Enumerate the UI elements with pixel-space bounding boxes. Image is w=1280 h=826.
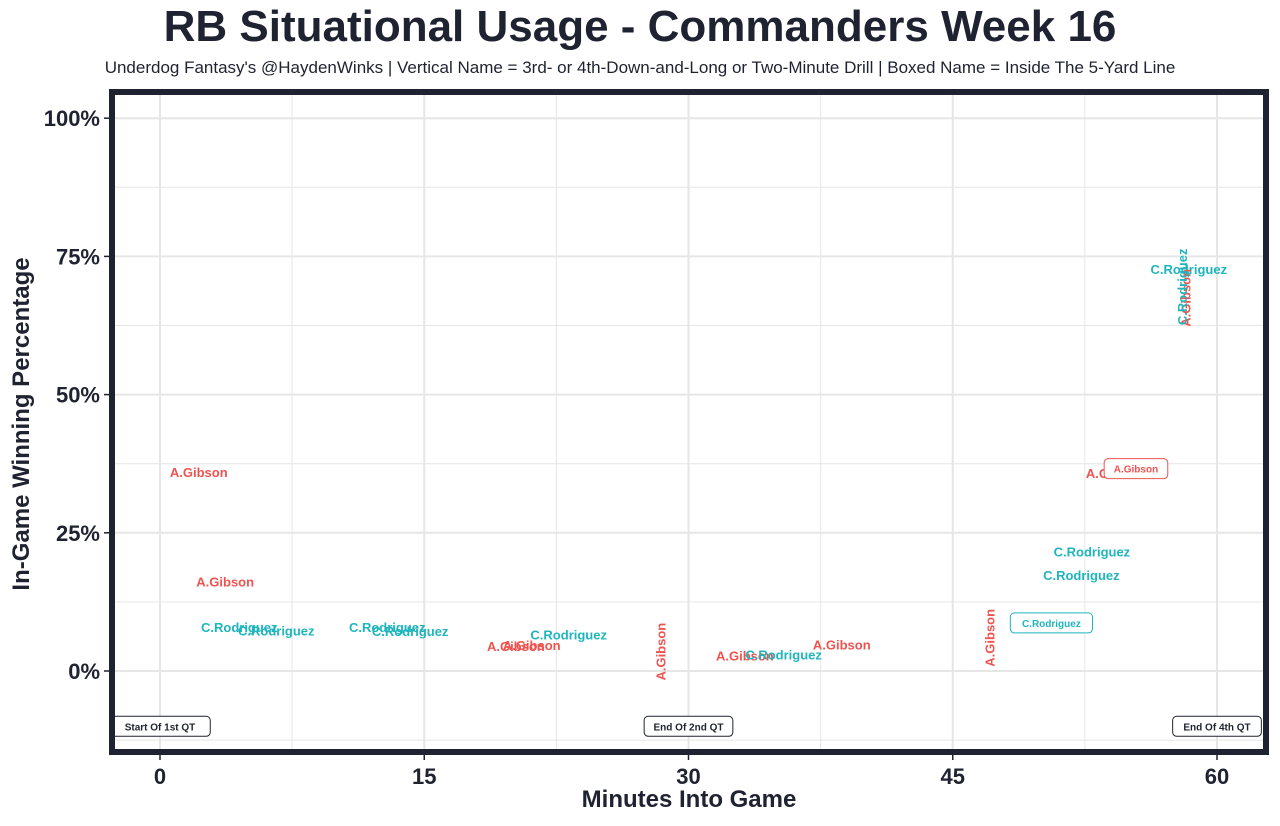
x-tick-label: 0 xyxy=(154,764,166,789)
y-tick-label: 100% xyxy=(44,106,100,131)
data-point-label: C.Rodriguez xyxy=(201,620,278,635)
chart-subtitle: Underdog Fantasy's @HaydenWinks | Vertic… xyxy=(104,58,1176,77)
data-point-label: C.Rodriguez xyxy=(349,620,426,635)
data-point-label: A.Gibson xyxy=(983,609,998,667)
data-point-label: A.Gibson xyxy=(487,639,545,654)
data-point-label: A.Gibson xyxy=(1114,465,1158,476)
data-point-label: A.Gibson xyxy=(196,574,254,589)
data-point-label: A.Gibson xyxy=(503,638,561,653)
reference-label-text: End Of 2nd QT xyxy=(654,722,724,733)
y-tick-label: 0% xyxy=(68,659,100,684)
data-point-label: A.Gibson xyxy=(653,623,668,681)
data-point-label: C.Rodriguez xyxy=(1043,568,1120,583)
data-point-label: C.Rodriguez xyxy=(238,624,315,639)
data-point-box xyxy=(1103,458,1169,480)
y-tick-label: 25% xyxy=(56,521,100,546)
reference-label-box xyxy=(643,715,734,737)
y-tick-label: 75% xyxy=(56,244,100,269)
plot-frame xyxy=(109,89,1269,755)
reference-label: Start Of 1st QT xyxy=(109,715,211,737)
data-point-label: C.Rodriguez xyxy=(1022,619,1081,630)
reference-label-text: End Of 4th QT xyxy=(1183,722,1250,733)
data-point-label: A.Gibson xyxy=(1178,269,1193,327)
data-point-label: C.Rodriguez xyxy=(1151,262,1228,277)
data-point-label: A.Gibson xyxy=(170,465,228,480)
data-point-box xyxy=(1009,612,1094,634)
x-tick-label: 45 xyxy=(941,764,965,789)
data-point-label: C.Rodriguez xyxy=(1175,248,1190,325)
reference-label-text: Start Of 1st QT xyxy=(125,722,196,733)
major-gridlines xyxy=(112,92,1266,752)
reference-label: End Of 4th QT xyxy=(1172,715,1262,737)
reference-label: End Of 2nd QT xyxy=(643,715,734,737)
data-point-label: C.Rodriguez xyxy=(1054,545,1131,560)
chart-title: RB Situational Usage - Commanders Week 1… xyxy=(163,2,1117,51)
x-tick-label: 15 xyxy=(412,764,436,789)
y-tick-label: 50% xyxy=(56,383,100,408)
data-point-boxed: C.Rodriguez xyxy=(1009,612,1094,634)
data-point-label: C.Rodriguez xyxy=(372,624,449,639)
x-tick-label: 60 xyxy=(1205,764,1229,789)
x-tick-label: 30 xyxy=(676,764,700,789)
x-axis-title: Minutes Into Game xyxy=(581,786,797,813)
data-point-label: C.Rodriguez xyxy=(745,647,822,662)
data-point-boxed: A.Gibson xyxy=(1103,458,1169,480)
data-point-label: C.Rodriguez xyxy=(530,628,607,643)
data-point-label: A.Gibson xyxy=(716,649,774,664)
reference-label-box xyxy=(1172,715,1262,737)
data-point-label: A.Gibson xyxy=(813,637,871,652)
y-axis-title: In-Game Winning Percentage xyxy=(8,257,35,591)
